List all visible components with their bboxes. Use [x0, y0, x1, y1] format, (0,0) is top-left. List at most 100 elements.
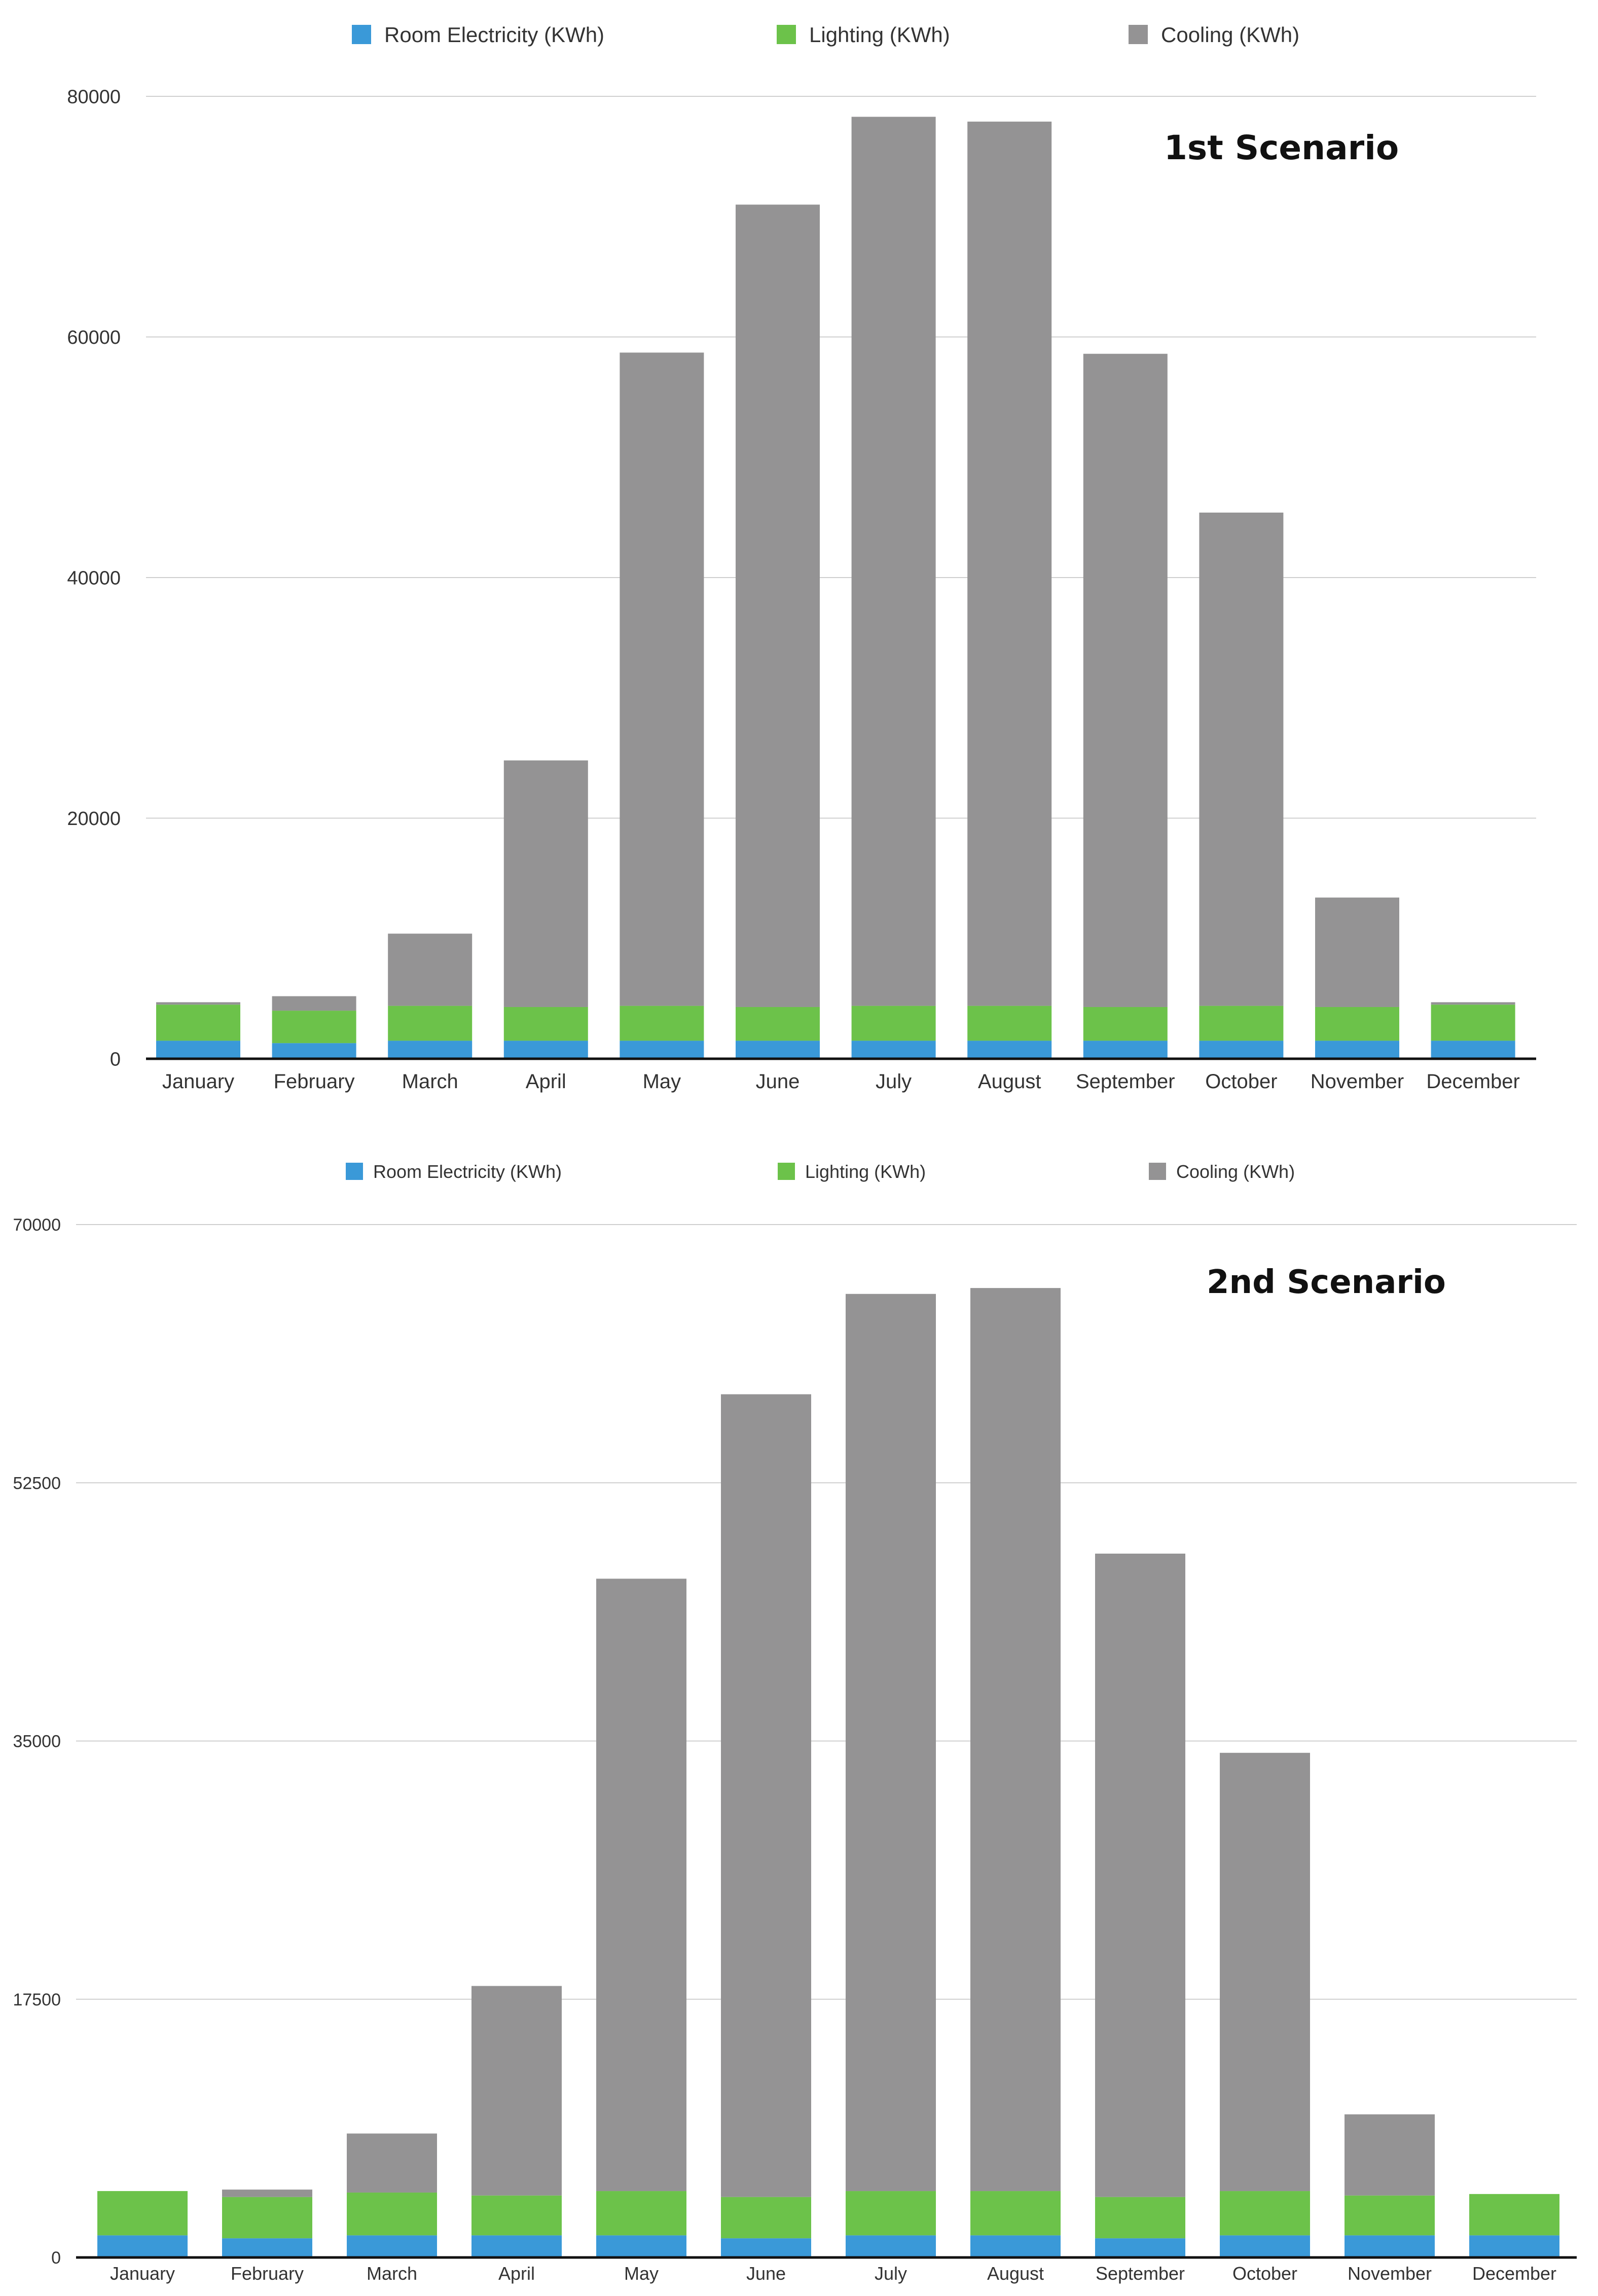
bar-cooling-november	[1315, 898, 1399, 1007]
x-tick-label: August	[987, 2263, 1044, 2284]
bar-lighting-june	[736, 1007, 820, 1041]
bar-room-march	[347, 2235, 437, 2257]
bar-room-july	[846, 2235, 936, 2257]
bar-lighting-may	[596, 2191, 686, 2236]
bar-cooling-february	[272, 996, 356, 1011]
legend-swatch	[346, 1163, 363, 1180]
bar-room-february	[272, 1043, 356, 1059]
legend-label: Cooling (KWh)	[1161, 23, 1299, 47]
legend-label: Room Electricity (KWh)	[373, 1161, 562, 1182]
bar-cooling-december	[1431, 1002, 1515, 1005]
bar-cooling-september	[1095, 1553, 1185, 2197]
x-tick-label: September	[1096, 2263, 1185, 2284]
bar-room-january	[97, 2235, 188, 2257]
x-tick-label: February	[231, 2263, 304, 2284]
bar-room-july	[851, 1041, 936, 1059]
legend-swatch	[778, 1163, 795, 1180]
y-tick-label: 40000	[67, 568, 121, 589]
bar-lighting-july	[851, 1006, 936, 1041]
x-tick-label: December	[1472, 2263, 1556, 2284]
bar-cooling-september	[1083, 353, 1168, 1007]
legend-label: Lighting (KWh)	[809, 23, 950, 47]
x-tick-label: October	[1205, 1070, 1277, 1093]
bar-cooling-june	[721, 1394, 811, 2197]
x-tick-label: June	[746, 2263, 786, 2284]
bar-lighting-april	[503, 1007, 588, 1041]
bar-lighting-september	[1095, 2197, 1185, 2239]
bar-cooling-august	[967, 121, 1052, 1006]
bar-room-december	[1431, 1041, 1515, 1059]
bar-lighting-january	[97, 2191, 188, 2236]
bar-cooling-april	[503, 760, 588, 1007]
chart-title: 2nd Scenario	[1207, 1264, 1446, 1301]
bar-cooling-november	[1345, 2114, 1435, 2196]
bar-room-april	[471, 2235, 562, 2257]
bar-room-november	[1345, 2235, 1435, 2257]
bar-room-september	[1095, 2238, 1185, 2257]
bar-room-may	[620, 1041, 704, 1059]
bar-lighting-august	[970, 2191, 1061, 2236]
legend-swatch	[1149, 1163, 1166, 1180]
bar-lighting-march	[388, 1006, 473, 1041]
y-tick-label: 17500	[13, 1990, 61, 2010]
y-tick-label: 0	[51, 2248, 61, 2268]
x-tick-label: February	[274, 1070, 355, 1093]
bar-lighting-march	[347, 2192, 437, 2236]
bar-cooling-october	[1199, 512, 1284, 1006]
bar-lighting-june	[721, 2197, 811, 2239]
bar-lighting-august	[967, 1006, 1052, 1041]
legend-label: Cooling (KWh)	[1176, 1161, 1295, 1182]
legend-swatch	[1129, 25, 1148, 44]
x-tick-label: December	[1426, 1070, 1520, 1093]
bar-room-june	[736, 1041, 820, 1059]
bar-room-october	[1220, 2235, 1310, 2257]
bar-lighting-october	[1199, 1006, 1284, 1041]
chart-2nd-scenario: Room Electricity (KWh) Lighting (KWh) Cool…	[13, 1161, 1577, 2284]
bar-room-march	[388, 1041, 473, 1059]
bar-lighting-november	[1345, 2195, 1435, 2236]
y-tick-label: 20000	[67, 808, 121, 830]
x-tick-label: January	[162, 1070, 234, 1093]
legend-swatch	[352, 25, 371, 44]
x-tick-label: March	[367, 2263, 417, 2284]
bar-cooling-july	[851, 117, 936, 1006]
bar-cooling-may	[596, 1579, 686, 2192]
x-tick-label: March	[402, 1070, 458, 1093]
bar-room-may	[596, 2235, 686, 2257]
y-tick-label: 60000	[67, 327, 121, 348]
x-tick-label: July	[875, 2263, 907, 2284]
bar-cooling-july	[846, 1294, 936, 2192]
bar-room-february	[222, 2238, 312, 2257]
chart-1st-scenario: Room Electricity (KWh) Lighting (KWh) Cool…	[67, 23, 1536, 1093]
legend-label: Room Electricity (KWh)	[384, 23, 604, 47]
x-tick-label: September	[1076, 1070, 1175, 1093]
bar-lighting-may	[620, 1006, 704, 1041]
x-tick-label: May	[643, 1070, 681, 1093]
chart-title: 1st Scenario	[1164, 128, 1399, 167]
bar-lighting-february	[222, 2197, 312, 2239]
x-tick-label: August	[978, 1070, 1041, 1093]
bar-room-september	[1083, 1041, 1168, 1059]
bar-room-january	[156, 1041, 240, 1059]
bar-room-october	[1199, 1041, 1284, 1059]
bar-room-august	[967, 1041, 1052, 1059]
bar-cooling-august	[970, 1288, 1061, 2192]
bar-room-june	[721, 2238, 811, 2257]
bar-room-april	[503, 1041, 588, 1059]
x-tick-label: April	[526, 1070, 566, 1093]
bar-lighting-april	[471, 2195, 562, 2236]
y-tick-label: 80000	[67, 87, 121, 108]
x-tick-label: May	[624, 2263, 659, 2284]
legend-swatch	[777, 25, 796, 44]
x-tick-label: June	[756, 1070, 800, 1093]
bar-lighting-october	[1220, 2191, 1310, 2236]
y-tick-label: 52500	[13, 1474, 61, 1493]
y-tick-label: 70000	[13, 1215, 61, 1235]
bar-lighting-december	[1469, 2194, 1559, 2236]
bar-cooling-april	[471, 1986, 562, 2196]
bar-cooling-may	[620, 352, 704, 1006]
legend-label: Lighting (KWh)	[805, 1161, 926, 1182]
x-tick-label: November	[1348, 2263, 1432, 2284]
x-tick-label: January	[110, 2263, 175, 2284]
bar-lighting-july	[846, 2191, 936, 2236]
